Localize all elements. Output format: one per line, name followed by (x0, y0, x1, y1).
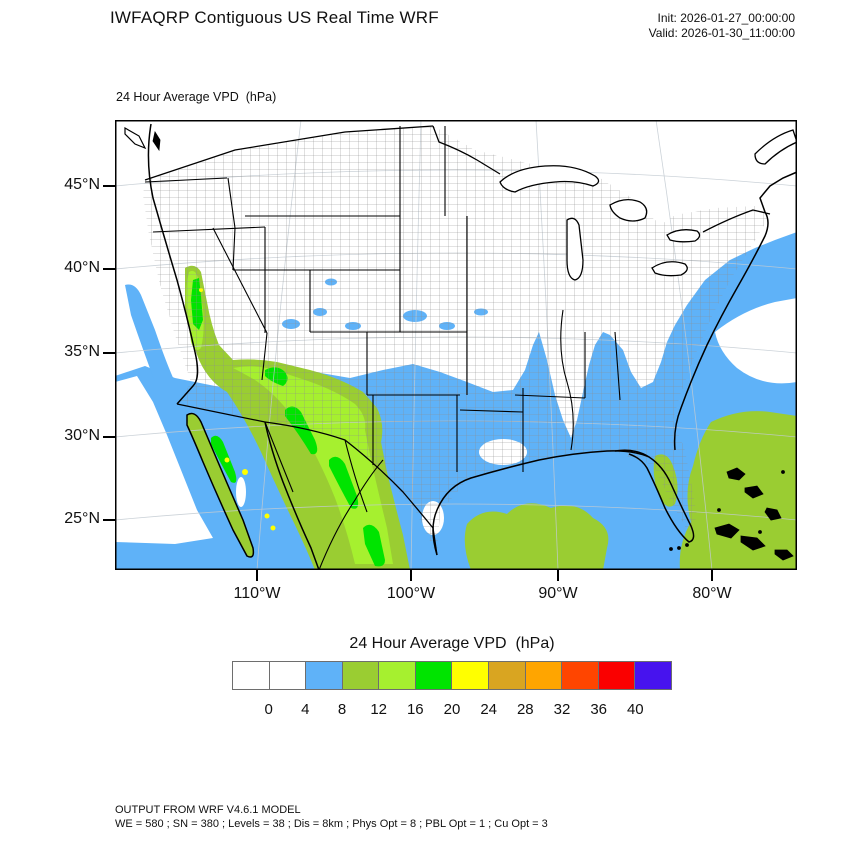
lon-label-100w: 100°W (386, 585, 436, 602)
lon-label-110w: 110°W (233, 585, 281, 602)
colorbar-tick: 0 (264, 701, 273, 718)
state-borders (144, 126, 621, 570)
lat-label-45n: 45°N (64, 176, 100, 193)
model-footer: OUTPUT FROM WRF V4.6.1 MODEL WE = 580 ; … (115, 804, 548, 831)
colorbar-tick: 4 (301, 701, 310, 718)
colorbar-tick: 20 (443, 701, 461, 718)
footer-line1: OUTPUT FROM WRF V4.6.1 MODEL (115, 804, 301, 816)
lat-tick (103, 185, 115, 187)
colorbar-cell (378, 661, 416, 690)
colorbar-cell (232, 661, 270, 690)
footer-line2: WE = 580 ; SN = 380 ; Levels = 38 ; Dis … (115, 817, 548, 830)
run-metadata: Init: 2026-01-27_00:00:00 Valid: 2026-01… (540, 11, 795, 41)
lat-tick (103, 352, 115, 354)
init-time: Init: 2026-01-27_00:00:00 (657, 11, 795, 25)
map-variable-label: 24 Hour Average VPD (hPa) (116, 90, 277, 104)
colorbar-cell (268, 661, 307, 690)
colorbar-tick: 40 (626, 701, 644, 718)
page-title: IWFAQRP Contiguous US Real Time WRF (110, 8, 439, 27)
colorbar-tick: 12 (370, 701, 388, 718)
colorbar-tick: 24 (480, 701, 498, 718)
colorbar-cell (561, 661, 599, 690)
valid-time: Valid: 2026-01-30_11:00:00 (648, 26, 795, 40)
colorbar-tick: 32 (553, 701, 571, 718)
colorbar-tick: 8 (337, 701, 347, 718)
colorbar-cell (451, 661, 490, 690)
colorbar-title: 24 Hour Average VPD (hPa) (349, 635, 555, 652)
map-frame (115, 120, 797, 570)
islands (124, 126, 797, 561)
lat-tick (103, 519, 115, 521)
lon-label-80w: 80°W (692, 585, 732, 602)
coastlines (144, 123, 797, 570)
lon-tick (711, 570, 713, 581)
colorbar-cell (488, 661, 526, 690)
conus-vpd-map (115, 120, 797, 570)
colorbar-cell (634, 661, 672, 690)
colorbar-cell (305, 661, 343, 690)
colorbar-cell (597, 661, 636, 690)
lat-tick (103, 436, 115, 438)
lon-tick (410, 570, 412, 581)
lon-tick (557, 570, 559, 581)
lon-tick (256, 570, 258, 581)
colorbar-cell (414, 661, 453, 690)
colorbar-tick: 16 (406, 701, 424, 718)
colorbar-tick: 36 (590, 701, 608, 718)
colorbar-tick: 28 (516, 701, 534, 718)
great-lakes (499, 165, 701, 281)
lat-label-25n: 25°N (64, 510, 100, 527)
lat-label-35n: 35°N (64, 343, 100, 360)
colorbar-cell (341, 661, 380, 690)
colorbar-cell (524, 661, 563, 690)
lat-label-40n: 40°N (64, 259, 100, 276)
colorbar (232, 661, 672, 690)
map-panel (115, 120, 797, 570)
lon-label-90w: 90°W (538, 585, 578, 602)
lat-label-30n: 30°N (64, 427, 100, 444)
lat-tick (103, 268, 115, 270)
